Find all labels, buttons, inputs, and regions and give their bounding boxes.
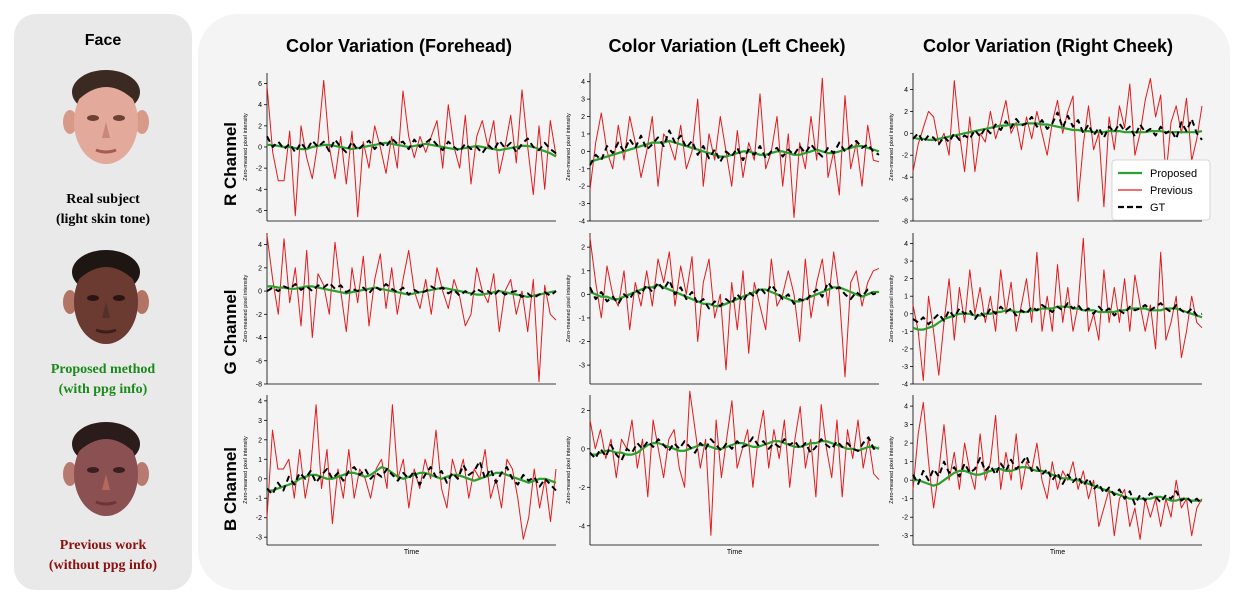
previous-work-caption: Previous work (without ppg info): [14, 536, 192, 576]
caption-line: (with ppg info): [58, 382, 148, 397]
caption-line: (without ppg info): [48, 558, 158, 573]
caption-line: Real subject: [66, 192, 140, 207]
proposed-method-caption: Proposed method (with ppg info): [14, 360, 192, 400]
column-title-left-cheek: Color Variation (Left Cheek): [608, 36, 846, 56]
face-panel: Face Real subject (light skin tone) Prop…: [14, 14, 192, 590]
caption-line: Previous work: [59, 538, 147, 553]
chart-grid-panel: Color Variation (Forehead) Color Variati…: [198, 14, 1230, 590]
proposed-method-face-image: [63, 250, 149, 344]
previous-work-face-image: [63, 422, 149, 516]
real-subject-face-image: [63, 70, 149, 164]
column-title-forehead: Color Variation (Forehead): [285, 36, 513, 56]
column-title-right-cheek: Color Variation (Right Cheek): [922, 36, 1174, 56]
row-title-b: B Channel: [221, 446, 240, 532]
row-title-r: R Channel: [221, 121, 240, 207]
caption-line: Proposed method: [50, 362, 156, 377]
caption-line: (light skin tone): [55, 212, 151, 227]
real-subject-caption: Real subject (light skin tone): [14, 190, 192, 230]
face-panel-title: Face: [84, 32, 122, 49]
row-title-g: G Channel: [221, 289, 240, 375]
